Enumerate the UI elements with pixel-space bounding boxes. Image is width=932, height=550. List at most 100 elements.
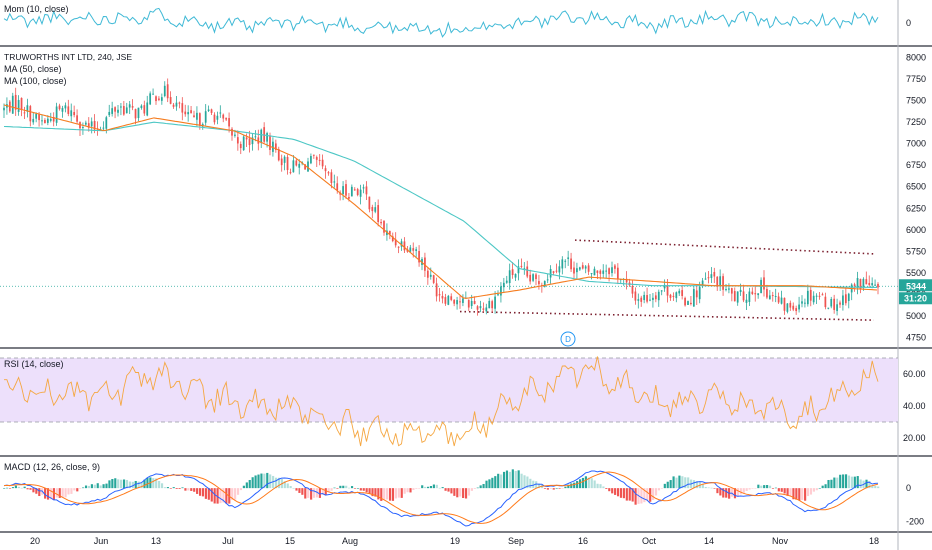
macd-histogram-bar: [850, 476, 853, 489]
candle-body: [608, 268, 610, 275]
macd-histogram-bar: [576, 481, 579, 489]
macd-histogram-bar: [552, 488, 555, 490]
candle-body: [485, 307, 488, 312]
macd-histogram-bar: [234, 488, 237, 500]
candle-body: [26, 105, 29, 112]
macd-histogram-bar: [380, 488, 383, 501]
macd-histogram-bar: [277, 477, 281, 489]
macd-histogram-bar: [160, 483, 164, 489]
candle-body: [774, 296, 777, 298]
macd-histogram-bar: [102, 484, 105, 489]
macd-histogram-bar: [877, 486, 880, 489]
candle-body: [409, 247, 412, 252]
candle-body: [646, 295, 648, 302]
candle-body: [263, 127, 266, 142]
macd-histogram-bar: [207, 488, 210, 500]
candle-body: [14, 94, 17, 110]
candle-body: [874, 284, 876, 286]
candle-body: [710, 274, 713, 278]
macd-histogram-bar: [96, 483, 99, 489]
candle-body: [166, 84, 169, 99]
macd-histogram-bar: [473, 488, 476, 489]
candle-body: [35, 113, 38, 119]
macd-histogram-bar: [406, 488, 409, 493]
macd-histogram-bar: [614, 488, 617, 495]
price-axis-tick: 7000: [906, 139, 926, 149]
macd-histogram-bar: [219, 488, 222, 504]
candle-body: [728, 288, 730, 290]
macd-histogram-bar: [251, 477, 254, 489]
candle-body: [500, 286, 502, 296]
candle-body: [611, 267, 613, 274]
macd-histogram-bar: [678, 475, 681, 489]
candle-body: [529, 274, 532, 282]
macd-histogram-bar: [871, 485, 874, 489]
candle-body: [809, 289, 812, 301]
macd-histogram-bar: [789, 488, 792, 496]
candle-body: [111, 108, 114, 114]
candle-body: [234, 134, 236, 136]
candle-body: [473, 300, 476, 304]
candle-body: [666, 285, 669, 296]
macd-histogram-bar: [201, 488, 205, 497]
macd-histogram-bar: [464, 488, 468, 499]
candle-body: [204, 111, 207, 123]
candle-body: [67, 106, 70, 114]
candle-body: [245, 137, 248, 140]
candle-body: [87, 123, 90, 128]
candle-body: [587, 265, 590, 272]
candle-body: [614, 265, 616, 269]
macd-histogram-bar: [90, 484, 93, 489]
candle-body: [798, 304, 800, 310]
macd-histogram-bar: [470, 488, 473, 491]
candle-body: [257, 137, 260, 144]
macd-histogram-bar: [558, 488, 561, 489]
candle-body: [362, 187, 365, 189]
macd-histogram-bar: [523, 475, 526, 489]
candle-body: [520, 265, 523, 267]
candle-body: [862, 278, 865, 288]
candle-body: [374, 207, 377, 212]
macd-histogram-bar: [587, 477, 590, 489]
macd-histogram-bar: [8, 488, 12, 489]
macd-histogram-bar: [739, 488, 742, 495]
candle-body: [675, 292, 678, 299]
candle-body: [754, 293, 757, 295]
price-axis-tick: 5750: [906, 246, 926, 256]
candle-body: [482, 308, 485, 310]
candle-body: [441, 295, 444, 299]
candle-body: [725, 289, 727, 291]
candle-body: [172, 104, 175, 107]
macd-histogram-bar: [447, 488, 450, 492]
candle-body: [476, 306, 479, 310]
candle-body: [497, 294, 499, 296]
macd-histogram-bar: [561, 488, 564, 489]
macd-histogram-bar: [359, 488, 362, 491]
candle-body: [38, 114, 40, 121]
macd-histogram-bar: [362, 488, 365, 491]
macd-histogram-bar: [298, 488, 301, 493]
macd-histogram-bar: [578, 479, 582, 489]
macd-histogram-bar: [140, 481, 143, 489]
candle-body: [152, 93, 154, 95]
candle-body: [795, 308, 798, 312]
macd-histogram-bar: [424, 486, 427, 489]
candle-body: [184, 111, 187, 115]
macd-histogram-bar: [672, 476, 675, 489]
macd-histogram-bar: [602, 486, 605, 489]
macd-histogram-bar: [93, 484, 96, 489]
candle-body: [853, 284, 856, 287]
candle-body: [315, 157, 318, 160]
ma100-line: [3, 121, 877, 288]
macd-histogram-bar: [152, 478, 155, 489]
candle-body: [330, 172, 333, 184]
macd-histogram-bar: [166, 487, 169, 489]
candle-body: [310, 156, 312, 164]
macd-histogram-bar: [26, 488, 29, 490]
macd-histogram-bar: [82, 487, 85, 489]
macd-histogram-bar: [374, 488, 377, 497]
macd-histogram-bar: [312, 488, 316, 498]
macd-histogram-bar: [669, 480, 672, 489]
macd-histogram-bar: [371, 488, 374, 497]
